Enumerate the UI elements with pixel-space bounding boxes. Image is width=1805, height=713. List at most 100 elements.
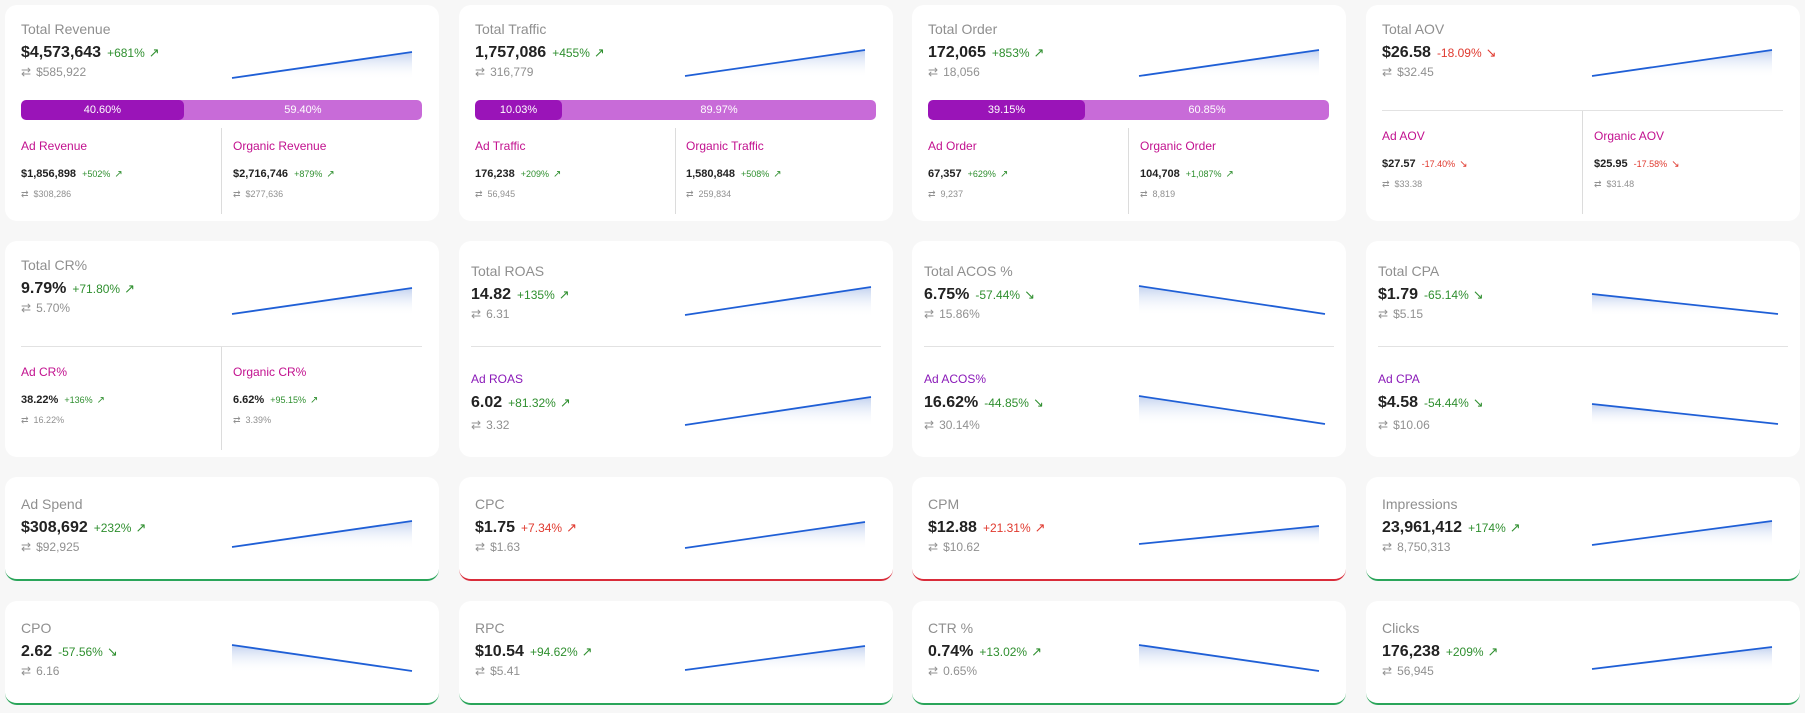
sub-title: Ad Traffic [475, 139, 526, 153]
previous-value: ⇄ 3.39% [233, 415, 272, 425]
previous-value: ⇄ $277,636 [233, 189, 284, 199]
change-percent: +95.15% [270, 395, 306, 405]
sub-title: Ad Revenue [21, 139, 88, 153]
sub-value: 6.62% [233, 394, 265, 406]
trend-up-icon: ↗ [773, 169, 782, 180]
rpc-card[interactable]: RPC $10.54 +94.62% ↗ ⇄ $5.41 [459, 601, 893, 705]
previous-value: ⇄ 8,750,313 [1382, 540, 1451, 554]
arrows-swap-icon: ⇄ [924, 418, 935, 432]
arrows-swap-icon: ⇄ [475, 664, 486, 678]
sparkline [1138, 644, 1320, 673]
trend-up-icon: ↗ [593, 45, 605, 60]
card-value: $10.54 [475, 643, 524, 660]
change-percent: +1,087% [1185, 169, 1222, 179]
sub-title: Ad AOV [1382, 129, 1425, 143]
sub-value: 6.02 [471, 394, 503, 411]
sparkline-line [1138, 525, 1320, 545]
total-cpa-card[interactable]: Total CPA $1.79 -65.14% ↘ ⇄ $5.15 Ad CPA … [1366, 241, 1800, 457]
card-value: $4,573,643 [21, 44, 102, 61]
trend-up-icon: ↗ [326, 169, 335, 180]
arrows-swap-icon: ⇄ [233, 189, 241, 199]
ad-spend-card[interactable]: Ad Spend $308,692 +232% ↗ ⇄ $92,925 [5, 477, 439, 581]
sparkline-line [684, 645, 866, 671]
arrows-swap-icon: ⇄ [475, 65, 486, 79]
change-percent: +94.62% [529, 645, 578, 659]
sub-value: 104,708 [1140, 168, 1180, 180]
sub-value: $1,856,898 [21, 168, 77, 180]
trend-down-icon: ↘ [1485, 45, 1497, 60]
total-cr-card[interactable]: Total CR% 9.79% +71.80% ↗ ⇄ 5.70% Ad CR% … [5, 241, 439, 457]
change-percent: +7.34% [521, 521, 563, 535]
previous-value: ⇄ 8,819 [1140, 189, 1176, 199]
arrows-swap-icon: ⇄ [928, 540, 939, 554]
card-value-row: 14.82 +135% ↗ [471, 286, 570, 304]
sparkline-line [1591, 293, 1779, 315]
previous-value: ⇄ 56,945 [1382, 664, 1434, 678]
cpm-card[interactable]: CPM $12.88 +21.31% ↗ ⇄ $10.62 [912, 477, 1346, 581]
ad-acos-section: Ad ACOS% 16.62% -44.85% ↘ ⇄ 30.14% [924, 372, 1044, 432]
sparkline [1591, 293, 1779, 316]
impressions-card[interactable]: Impressions 23,961,412 +174% ↗ ⇄ 8,750,31… [1366, 477, 1800, 581]
arrows-swap-icon: ⇄ [471, 418, 482, 432]
sparkline-line [1138, 644, 1320, 672]
sparkline [684, 286, 872, 317]
total-aov-card[interactable]: Total AOV $26.58 -18.09% ↘ ⇄ $32.45 Ad AO… [1366, 5, 1800, 221]
arrows-swap-icon: ⇄ [475, 540, 486, 554]
cpo-card[interactable]: CPO 2.62 -57.56% ↘ ⇄ 6.16 [5, 601, 439, 705]
trend-up-icon: ↗ [1031, 644, 1042, 659]
ctr-card[interactable]: CTR % 0.74% +13.02% ↗ ⇄ 0.65% [912, 601, 1346, 705]
sub-value: $4.58 [1378, 394, 1419, 411]
divider [1382, 110, 1783, 111]
sparkline [684, 521, 866, 550]
previous-value: ⇄ 6.16 [21, 664, 60, 678]
total-revenue-card[interactable]: Total Revenue $4,573,643 +681% ↗ ⇄ $585,9… [5, 5, 439, 221]
ad-cr-section: Ad CR% 38.22% +136% ↗ ⇄ 16.22% [21, 365, 105, 426]
change-percent: +13.02% [979, 645, 1028, 659]
change-percent: +136% [64, 395, 93, 405]
cpc-card[interactable]: CPC $1.75 +7.34% ↗ ⇄ $1.63 [459, 477, 893, 581]
sparkline [684, 49, 866, 78]
trend-down-icon: ↘ [1671, 159, 1680, 170]
previous-value: ⇄ 0.65% [928, 664, 978, 678]
sparkline [1591, 49, 1773, 78]
previous-value: ⇄ 3.32 [471, 418, 510, 432]
trend-up-icon: ↗ [114, 169, 123, 180]
change-percent: +174% [1468, 521, 1506, 535]
change-percent: +879% [294, 169, 323, 179]
card-title: Total ACOS % [924, 263, 1013, 279]
organic-revenue-section: Organic Revenue $2,716,746 +879% ↗ ⇄ $277,6… [233, 139, 335, 200]
change-percent: +853% [991, 46, 1030, 60]
divider [21, 346, 422, 347]
card-title: Total AOV [1382, 21, 1445, 37]
organic-share-segment: 59.40% [284, 104, 322, 116]
total-traffic-card[interactable]: Total Traffic 1,757,086 +455% ↗ ⇄ 316,779… [459, 5, 893, 221]
trend-up-icon: ↗ [1033, 45, 1045, 60]
card-value-row: $308,692 +232% ↗ [21, 519, 146, 537]
sub-value: 16.62% [924, 394, 979, 411]
arrows-swap-icon: ⇄ [21, 540, 32, 554]
sub-value: $27.57 [1382, 158, 1416, 170]
change-percent: -57.44% [975, 288, 1021, 302]
previous-value: ⇄ 316,779 [475, 65, 534, 79]
divider [1378, 346, 1788, 347]
trend-down-icon: ↘ [1032, 395, 1044, 410]
divider [675, 128, 676, 214]
total-roas-card[interactable]: Total ROAS 14.82 +135% ↗ ⇄ 6.31 Ad ROAS 6… [459, 241, 893, 457]
change-percent: +71.80% [72, 282, 121, 296]
sparkline-line [684, 286, 872, 316]
previous-value: ⇄ $10.06 [1378, 418, 1430, 432]
sparkline [684, 645, 866, 672]
sub-value: $25.95 [1594, 158, 1628, 170]
trend-up-icon: ↗ [1509, 520, 1521, 535]
total-acos-card[interactable]: Total ACOS % 6.75% -57.44% ↘ ⇄ 15.86% Ad … [912, 241, 1346, 457]
arrows-swap-icon: ⇄ [233, 415, 241, 425]
ad-share-segment: 40.60% [21, 100, 184, 120]
divider [221, 347, 222, 450]
change-percent: +232% [93, 521, 132, 535]
clicks-card[interactable]: Clicks 176,238 +209% ↗ ⇄ 56,945 [1366, 601, 1800, 705]
change-percent: +209% [520, 169, 550, 179]
trend-up-icon: ↗ [553, 169, 562, 180]
card-value-row: 172,065 +853% ↗ [928, 44, 1044, 62]
card-title: CPM [928, 496, 960, 512]
total-order-card[interactable]: Total Order 172,065 +853% ↗ ⇄ 18,056 39.1… [912, 5, 1346, 221]
